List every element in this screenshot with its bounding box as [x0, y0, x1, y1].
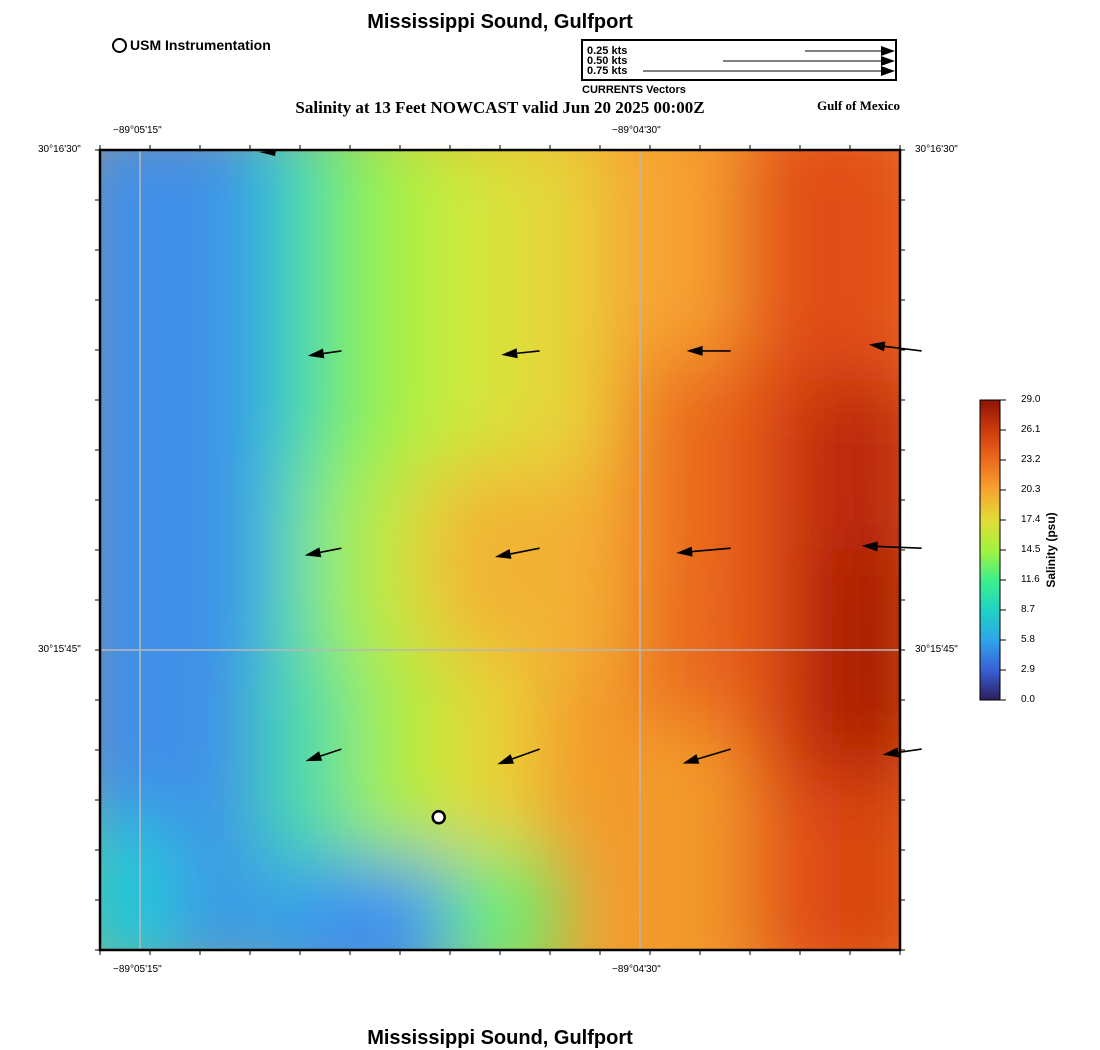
lon-top-label: −89°05'15" [113, 125, 162, 136]
lat-left-label: 30°15'45" [38, 644, 81, 655]
instrumentation-label: USM Instrumentation [130, 37, 271, 53]
station-marker-icon [112, 37, 127, 53]
colorbar-tick-label: 5.8 [1021, 634, 1035, 645]
current-arrow-head [494, 549, 512, 559]
current-arrow [320, 748, 342, 757]
usm-station-marker [431, 810, 446, 825]
current-arrow-head [882, 747, 899, 758]
graticule [100, 150, 900, 950]
map-subtitle: Salinity at 13 Feet NOWCAST valid Jun 20… [295, 98, 705, 117]
instrumentation-legend: USM Instrumentation [112, 37, 271, 53]
current-arrow-head [305, 751, 323, 762]
lat-right-label: 30°15'45" [915, 644, 958, 655]
lon-bottom-label: −89°05'15" [113, 964, 162, 975]
current-arrow-head [304, 547, 322, 558]
colorbar [979, 399, 1001, 701]
lon-bottom-label: −89°04'30" [612, 964, 661, 975]
colorbar-tick-label: 29.0 [1021, 394, 1041, 405]
current-arrow-head [501, 348, 518, 359]
current-arrow [898, 748, 922, 754]
current-arrow [512, 748, 540, 760]
vector-scale-label: 0.25 kts [587, 45, 628, 57]
current-arrow-head [686, 345, 703, 356]
current-arrow [877, 545, 922, 550]
current-arrow-head [497, 754, 514, 765]
colorbar-ticks [1000, 399, 1006, 701]
lon-top-label: −89°04'30" [612, 125, 661, 136]
vector-scale-label: 0.50 kts [587, 55, 628, 67]
colorbar-tick-label: 0.0 [1021, 694, 1035, 705]
axis-ticks [95, 145, 905, 955]
scale-arrow-head [881, 56, 895, 66]
current-arrow [323, 350, 342, 355]
current-vectors [304, 341, 922, 765]
colorbar-tick-label: 26.1 [1021, 424, 1041, 435]
vector-scale-label: 0.75 kts [587, 65, 628, 77]
scale-arrow-head [881, 46, 895, 56]
colorbar-tick-label: 23.2 [1021, 454, 1041, 465]
current-arrow [517, 350, 540, 355]
current-arrow-head [259, 150, 276, 156]
lat-left-label: 30°16'30" [38, 144, 81, 155]
region-label: Gulf of Mexico [816, 98, 900, 113]
colorbar-tick-label: 11.6 [1021, 574, 1040, 585]
colorbar-title: Salinity (psu) [1044, 512, 1058, 588]
current-arrow-head [676, 546, 693, 557]
map-title: Mississippi Sound, Gulfport [367, 11, 633, 33]
lat-right-label: 30°16'30" [915, 144, 958, 155]
vector-caption: CURRENTS Vectors [582, 84, 686, 96]
colorbar-tick-label: 2.9 [1021, 664, 1035, 675]
current-arrow [697, 748, 731, 760]
vector-scale-legend: 0.25 kts 0.50 kts 0.75 kts [581, 39, 897, 81]
colorbar-tick-label: 8.7 [1021, 604, 1035, 615]
current-arrow [320, 547, 342, 554]
current-arrow-head [307, 348, 325, 359]
current-arrow [692, 547, 731, 553]
current-arrow-head [861, 541, 878, 552]
scale-arrow-head [881, 66, 895, 76]
current-arrow [510, 547, 540, 555]
vector-scale-arrows [643, 46, 895, 76]
current-arrow [884, 345, 922, 352]
colorbar-tick-label: 17.4 [1021, 514, 1041, 525]
colorbar-tick-label: 20.3 [1021, 484, 1041, 495]
colorbar-tick-label: 14.5 [1021, 544, 1041, 555]
salinity-field [100, 150, 900, 950]
current-arrow-head [682, 754, 700, 764]
current-arrow-head [868, 341, 886, 352]
footer-title: Mississippi Sound, Gulfport [367, 1027, 633, 1049]
